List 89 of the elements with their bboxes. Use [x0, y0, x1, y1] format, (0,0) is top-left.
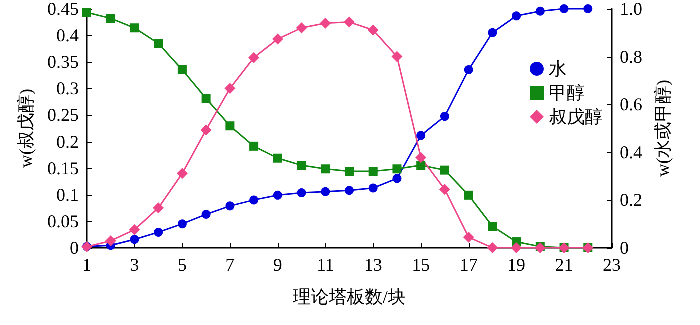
point	[440, 166, 450, 175]
point	[368, 167, 378, 176]
point	[488, 222, 498, 231]
point	[273, 154, 282, 163]
point	[511, 242, 522, 254]
x-tick-label: 7	[226, 255, 235, 275]
x-tick-label: 17	[460, 255, 478, 275]
y-tick-label: 0.15	[48, 158, 79, 178]
point	[176, 168, 188, 180]
point	[248, 52, 260, 64]
y-tick-label: 0.3	[56, 78, 79, 99]
point	[392, 174, 402, 184]
y2-axis-title: w(水或甲醇)	[653, 80, 673, 177]
point	[344, 16, 355, 28]
point	[320, 18, 332, 29]
point	[226, 122, 235, 131]
point	[106, 14, 116, 24]
point	[178, 65, 187, 74]
point	[560, 4, 569, 14]
point	[297, 161, 306, 170]
y2-tick-label: 0.8	[620, 46, 642, 67]
legend-label: 叔戊醇	[549, 107, 603, 127]
point	[297, 188, 306, 198]
point	[464, 65, 474, 74]
x-tick-label: 3	[130, 255, 140, 275]
y2-tick-label: 0.6	[620, 94, 642, 115]
point	[130, 235, 140, 244]
point	[416, 152, 427, 164]
point	[368, 184, 378, 193]
y2-tick-label: 0.4	[620, 142, 642, 162]
point	[464, 190, 474, 200]
point	[202, 210, 211, 220]
point	[202, 94, 211, 104]
point	[250, 142, 259, 151]
point	[368, 24, 379, 36]
point	[439, 184, 450, 196]
point	[536, 6, 545, 16]
point	[488, 28, 498, 38]
x-tick-label: 19	[508, 255, 526, 275]
y-tick-label: 0	[70, 238, 79, 258]
point	[129, 224, 140, 236]
legend-label: 水	[549, 59, 567, 79]
point	[321, 164, 330, 174]
point	[153, 202, 164, 214]
point	[345, 167, 354, 176]
point	[154, 39, 164, 48]
point	[392, 164, 402, 174]
y-tick-label: 0.35	[48, 52, 79, 72]
point	[463, 232, 474, 243]
y-tick-label: 0.2	[56, 132, 79, 152]
y-tick-label: 0.4	[56, 26, 79, 46]
y-tick-label: 0.25	[48, 105, 79, 126]
x-tick-label: 21	[555, 255, 574, 275]
point	[250, 196, 259, 205]
point	[224, 83, 236, 94]
point	[130, 24, 140, 33]
x-tick-label: 13	[364, 255, 382, 275]
y-tick-label: 0.45	[48, 0, 79, 19]
point	[416, 161, 426, 170]
y-tick-label: 0.05	[48, 211, 79, 232]
point	[584, 4, 593, 14]
point	[178, 220, 187, 229]
point	[416, 131, 426, 140]
point	[487, 242, 498, 254]
point	[512, 12, 522, 21]
y-axis-title: w(叔戊醇)	[16, 89, 36, 168]
x-tick-label: 9	[273, 255, 282, 275]
point	[226, 202, 235, 211]
y2-tick-label: 0	[620, 238, 629, 258]
legend-label: 甲醇	[549, 83, 585, 103]
point	[272, 34, 284, 45]
point	[154, 228, 164, 237]
x-tick-label: 1	[82, 255, 92, 275]
point	[273, 190, 282, 200]
y2-tick-label: 0.2	[620, 190, 642, 210]
point	[296, 22, 308, 34]
point	[200, 124, 212, 136]
x-tick-label: 5	[178, 255, 187, 275]
point	[321, 187, 330, 196]
point	[392, 51, 403, 62]
point	[345, 186, 354, 196]
x-tick-label: 23	[603, 255, 621, 275]
point	[105, 236, 116, 247]
point	[440, 112, 450, 122]
x-tick-label: 11	[316, 255, 334, 275]
y2-tick-label: 1.0	[620, 0, 642, 19]
y-tick-label: 0.1	[56, 184, 79, 205]
x-tick-label: 15	[412, 255, 430, 275]
x-axis-title: 理论塔板数/块	[292, 287, 406, 307]
